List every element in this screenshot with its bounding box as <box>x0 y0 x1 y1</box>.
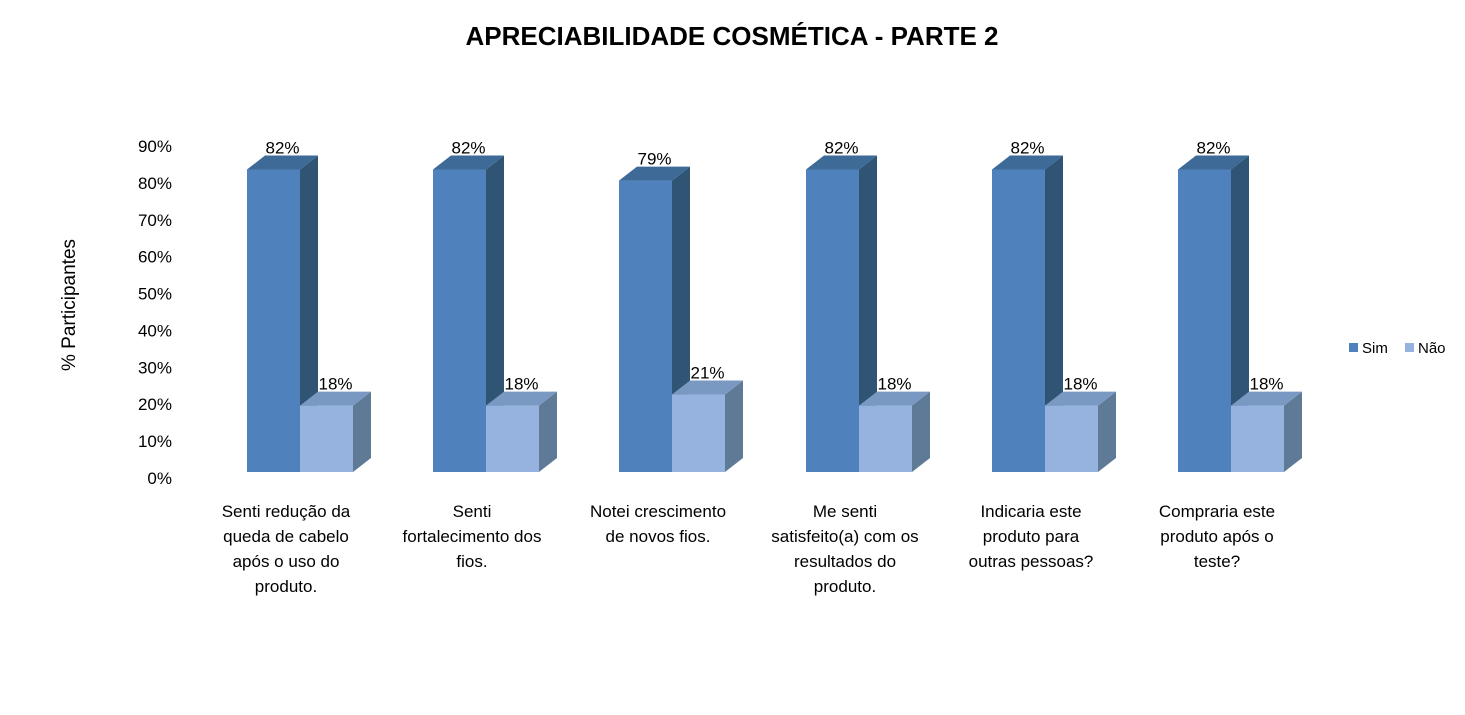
legend-label-sim: Sim <box>1362 340 1388 357</box>
bar-top <box>300 391 371 406</box>
data-label: 79% <box>637 150 671 169</box>
bar-front <box>619 180 672 473</box>
bar-side <box>353 391 371 472</box>
data-label: 18% <box>504 375 538 394</box>
y-tick-label: 30% <box>138 358 172 377</box>
bar-side <box>539 391 557 472</box>
data-label: 18% <box>1249 375 1283 394</box>
bar-top <box>247 155 318 170</box>
bar-nao <box>486 391 557 472</box>
bar-front <box>486 405 539 472</box>
bar-nao <box>672 380 743 472</box>
category-label: Me senti satisfeito(a) com os resultados d… <box>771 502 918 596</box>
bar-sim <box>1178 155 1249 472</box>
bar-sim <box>247 155 318 472</box>
bar-side <box>300 155 318 472</box>
bar-front <box>433 169 486 472</box>
y-tick-label: 90% <box>138 137 172 156</box>
y-axis-label: % Participantes <box>59 239 80 371</box>
bar-front <box>247 169 300 472</box>
data-label: 18% <box>318 375 352 394</box>
data-label: 82% <box>824 139 858 158</box>
bar-side <box>859 155 877 472</box>
bar-side <box>725 380 743 472</box>
legend-swatch-nao <box>1405 343 1414 352</box>
data-label: 82% <box>1010 139 1044 158</box>
bar-side <box>486 155 504 472</box>
bar-top <box>1231 391 1302 406</box>
category-label: Senti fortalecimento dos fios. <box>403 502 542 571</box>
bar-side <box>1284 391 1302 472</box>
data-label: 82% <box>451 139 485 158</box>
data-label: 82% <box>1196 139 1230 158</box>
y-tick-label: 10% <box>138 432 172 451</box>
bar-top <box>433 155 504 170</box>
y-axis: 0% 10% 20% 30% 40% 50% 60% 70% 80% 90% <box>138 137 172 488</box>
data-label: 18% <box>877 375 911 394</box>
legend-swatch-sim <box>1349 343 1358 352</box>
y-tick-label: 80% <box>138 174 172 193</box>
bar-nao <box>1045 391 1116 472</box>
bar-side <box>1045 155 1063 472</box>
bar-top <box>806 155 877 170</box>
bar-sim <box>806 155 877 472</box>
bar-top <box>859 391 930 406</box>
bar-side <box>1231 155 1249 472</box>
bar-front <box>992 169 1045 472</box>
bar-top <box>1045 391 1116 406</box>
data-label: 82% <box>265 139 299 158</box>
y-tick-label: 70% <box>138 211 172 230</box>
bar-top <box>486 391 557 406</box>
x-axis-categories: Senti redução da queda de cabelo após o us… <box>222 502 1275 596</box>
category-label: Notei crescimento de novos fios. <box>590 502 726 546</box>
bar-front <box>672 394 725 472</box>
bar-nao <box>300 391 371 472</box>
bar-nao <box>859 391 930 472</box>
category-label: Senti redução da queda de cabelo após o us… <box>222 502 351 596</box>
data-label: 21% <box>690 364 724 383</box>
bars-group <box>247 155 1302 473</box>
bar-front <box>806 169 859 472</box>
bar-sim <box>992 155 1063 472</box>
bar-nao <box>1231 391 1302 472</box>
bar-side <box>912 391 930 472</box>
y-tick-label: 20% <box>138 395 172 414</box>
bar-front <box>1178 169 1231 472</box>
legend: Sim Não <box>1349 340 1446 357</box>
data-label: 18% <box>1063 375 1097 394</box>
y-tick-label: 50% <box>138 285 172 304</box>
y-tick-label: 60% <box>138 248 172 267</box>
bar-top <box>1178 155 1249 170</box>
bar-top <box>992 155 1063 170</box>
bar-side <box>1098 391 1116 472</box>
chart-title: APRECIABILIDADE COSMÉTICA - PARTE 2 <box>465 21 998 51</box>
legend-label-nao: Não <box>1418 340 1446 357</box>
bar-sim <box>433 155 504 472</box>
y-tick-label: 40% <box>138 321 172 340</box>
y-tick-label: 0% <box>147 469 172 488</box>
category-label: Compraria este produto após o teste? <box>1159 502 1275 571</box>
bar-front <box>1045 405 1098 472</box>
bar-front <box>300 405 353 472</box>
bar-top <box>619 166 690 181</box>
bar-front <box>859 405 912 472</box>
bar-front <box>1231 405 1284 472</box>
data-labels: 82% 18% 82% 18% 79% 21% 82% 18% 82% 18% 82% 18% <box>265 139 1283 394</box>
bar-top <box>672 380 743 395</box>
category-label: Indicaria este produto para outras pessoas… <box>969 502 1094 571</box>
